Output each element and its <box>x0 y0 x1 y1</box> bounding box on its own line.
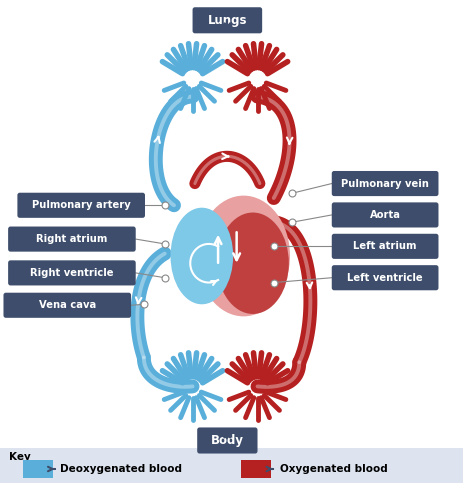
Ellipse shape <box>170 208 232 304</box>
Text: Pulmonary artery: Pulmonary artery <box>32 200 130 210</box>
FancyBboxPatch shape <box>197 427 257 454</box>
FancyBboxPatch shape <box>8 260 135 285</box>
Text: Right ventricle: Right ventricle <box>30 268 113 278</box>
Text: Left ventricle: Left ventricle <box>347 273 422 283</box>
FancyBboxPatch shape <box>17 193 144 218</box>
FancyBboxPatch shape <box>331 202 438 227</box>
FancyBboxPatch shape <box>241 460 271 478</box>
FancyBboxPatch shape <box>331 171 438 196</box>
FancyBboxPatch shape <box>3 293 131 318</box>
Text: Right atrium: Right atrium <box>36 234 107 244</box>
Text: Pulmonary vein: Pulmonary vein <box>340 179 428 188</box>
Text: Oxygenated blood: Oxygenated blood <box>279 464 387 474</box>
Text: Lungs: Lungs <box>207 14 247 27</box>
Text: Key: Key <box>9 452 31 462</box>
Ellipse shape <box>197 196 289 316</box>
Text: Aorta: Aorta <box>369 210 400 220</box>
FancyBboxPatch shape <box>192 7 262 33</box>
Ellipse shape <box>217 213 288 314</box>
FancyBboxPatch shape <box>331 234 438 259</box>
Text: Left atrium: Left atrium <box>353 242 416 251</box>
FancyBboxPatch shape <box>23 460 53 478</box>
FancyBboxPatch shape <box>8 227 135 252</box>
Text: Deoxygenated blood: Deoxygenated blood <box>60 464 182 474</box>
Text: Body: Body <box>210 434 244 447</box>
Text: Vena cava: Vena cava <box>38 300 96 310</box>
FancyBboxPatch shape <box>0 448 463 483</box>
FancyBboxPatch shape <box>331 265 438 290</box>
